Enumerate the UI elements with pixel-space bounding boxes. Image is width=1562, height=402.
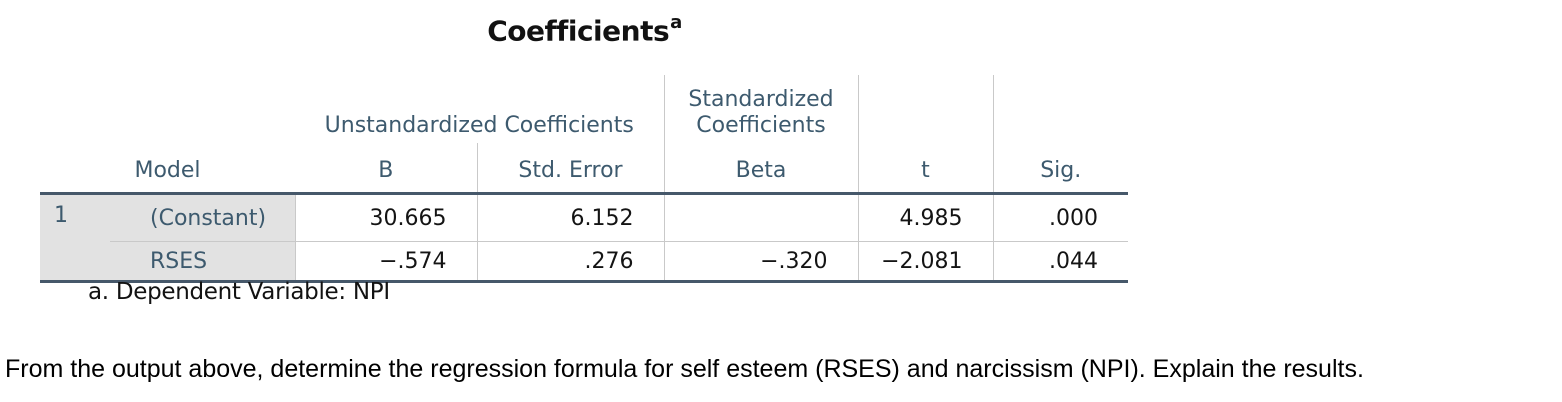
spanner-empty-t [858, 75, 993, 143]
value-rses-sig: .044 [992, 241, 1128, 283]
column-header-std-error: Std. Error [476, 143, 664, 195]
table-title-superscript: a [670, 12, 682, 33]
spanner-empty-sig [992, 75, 1128, 143]
column-header-t: t [858, 143, 993, 195]
row-label-constant: (Constant) [110, 193, 295, 242]
spanner-empty-stub [40, 75, 295, 143]
table-title: Coefficientsa [40, 12, 1128, 48]
coefficients-table: Unstandardized Coefficients Standardized… [40, 75, 1128, 283]
question-text: From the output above, determine the reg… [5, 355, 1364, 383]
model-number-cell: 1 [40, 193, 110, 283]
column-header-model: Model [40, 143, 295, 195]
spanner-standardized-coefficients: Standardized Coefficients [663, 75, 859, 143]
value-constant-sig: .000 [992, 193, 1128, 242]
column-header-b: B [295, 143, 477, 195]
value-constant-b: 30.665 [294, 193, 477, 242]
table-footnote: a. Dependent Variable: NPI [88, 279, 390, 305]
value-constant-t: 4.985 [899, 205, 963, 231]
spanner-unstandardized-coefficients: Unstandardized Coefficients [324, 113, 634, 138]
column-header-sig: Sig. [992, 143, 1128, 195]
column-header-beta: Beta [663, 143, 859, 195]
value-rses-beta: −.320 [663, 241, 859, 283]
table-row: 1 (Constant) 30.665 6.152 4.985 .000 [40, 193, 1128, 283]
value-constant-beta [663, 193, 859, 242]
row-label-rses: RSES [110, 241, 295, 283]
table-spanner-row: Unstandardized Coefficients Standardized… [40, 75, 1128, 143]
table-header-row: Model B Std. Error Beta t Sig. [40, 143, 1128, 195]
value-constant-std-error: 6.152 [476, 193, 664, 242]
value-rses-b: −.574 [294, 241, 477, 283]
value-rses-std-error: .276 [476, 241, 664, 283]
value-rses-t: −2.081 [858, 241, 993, 283]
table-row: RSES −.574 .276 −.320 −2.081 .044 [40, 241, 1128, 283]
table-title-text: Coefficients [487, 14, 670, 48]
